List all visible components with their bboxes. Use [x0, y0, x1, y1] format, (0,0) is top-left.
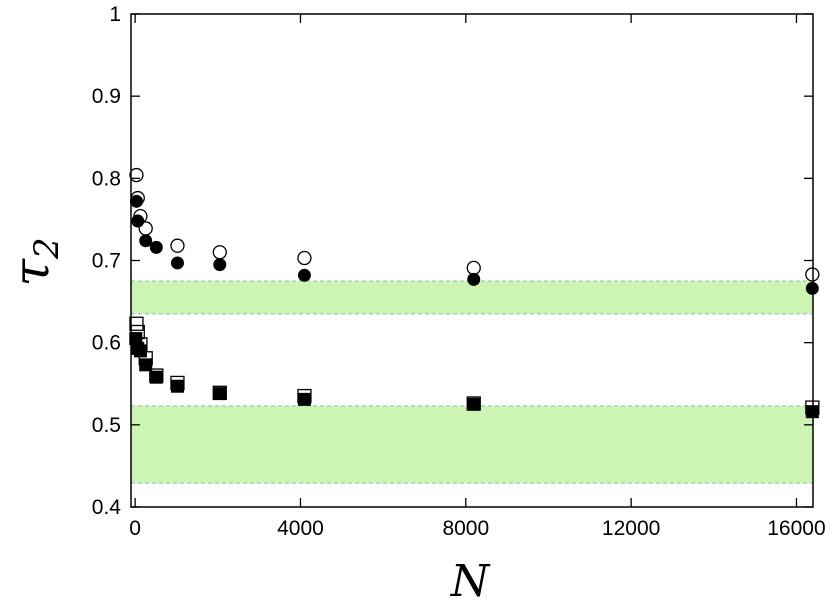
open-circle-point: [170, 238, 185, 253]
y-axis-title-base: τ: [2, 258, 60, 287]
open-square-point: [129, 316, 144, 331]
filled-circle-point: [131, 214, 145, 228]
y-tick-label: 0.5: [92, 414, 121, 437]
y-tick-label: 1: [109, 3, 121, 26]
open-circle-point: [297, 250, 312, 266]
open-circle-point: [129, 167, 144, 183]
x-tick-label: 12000: [602, 517, 660, 540]
x-tick-label: 0: [129, 517, 141, 540]
y-tick-label: 0.6: [92, 332, 121, 355]
band-1-fill: [131, 405, 813, 484]
plot-frame: [130, 13, 814, 508]
filled-circle-point: [467, 272, 481, 286]
filled-circle-point: [297, 268, 311, 282]
filled-circle-point: [170, 256, 184, 270]
x-axis-title: N: [450, 556, 491, 604]
band-0-fill: [131, 281, 813, 314]
y-tick-label: 0.9: [92, 85, 121, 108]
reference-bands: [131, 280, 813, 484]
filled-square-point: [149, 370, 163, 384]
filled-circle-point: [149, 240, 163, 254]
y-axis-title: τ2: [2, 237, 67, 286]
y-tick-label: 0.8: [92, 167, 121, 190]
x-tick-label: 4000: [277, 517, 324, 540]
filled-square-point: [139, 358, 153, 372]
axis-ticks: [131, 13, 813, 508]
x-tick-label: 16000: [767, 517, 825, 540]
y-tick-label: 0.4: [92, 496, 122, 519]
filled-square-point: [467, 397, 481, 411]
filled-circle-point: [139, 234, 153, 248]
filled-square-point: [297, 392, 311, 406]
filled-square-point: [170, 379, 184, 393]
filled-square-point: [129, 332, 143, 346]
data-points: [129, 167, 820, 419]
filled-square-point: [213, 387, 227, 401]
open-circle-point: [466, 260, 481, 276]
y-axis-title-subscript: 2: [27, 237, 67, 260]
open-circle-point: [212, 245, 227, 260]
x-tick-label: 8000: [442, 517, 489, 540]
y-tick-label: 0.7: [92, 250, 121, 273]
filled-square-point: [133, 344, 147, 358]
filled-circle-point: [213, 258, 227, 272]
tick-labels: 0.4 0.5 0.6 0.7 0.8 0.9 1 0 4000 8000 12000 16000: [92, 3, 826, 540]
filled-circle-point: [129, 194, 143, 208]
